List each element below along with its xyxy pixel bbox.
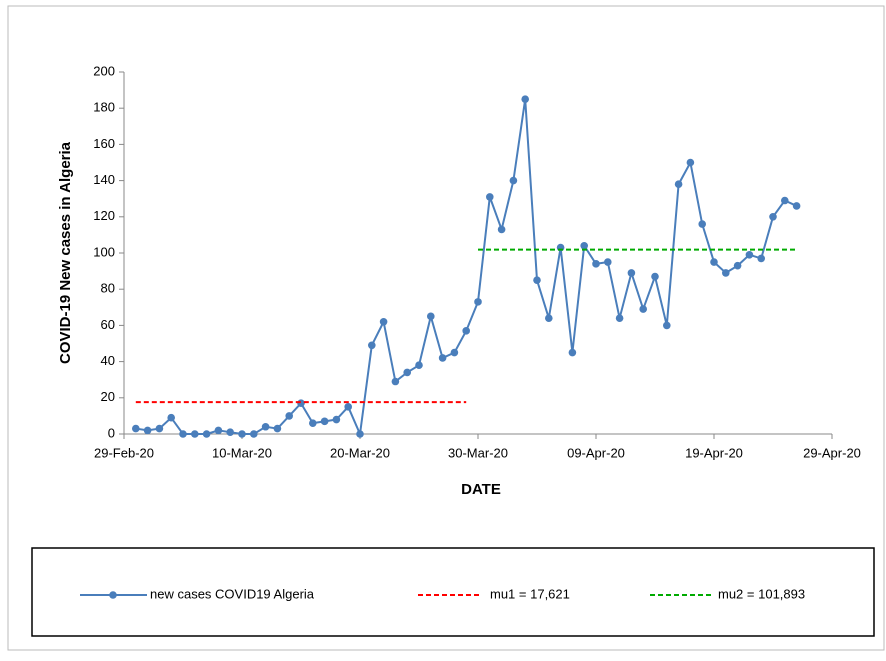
y-tick-label: 180: [93, 100, 115, 115]
x-tick-label: 29-Apr-20: [803, 445, 861, 460]
data-point: [533, 276, 541, 284]
data-point: [368, 341, 376, 350]
data-point: [462, 327, 471, 335]
data-point: [545, 314, 553, 322]
data-point: [379, 317, 388, 326]
x-tick-label: 30-Mar-20: [448, 445, 508, 460]
x-tick-label: 29-Feb-20: [94, 445, 154, 460]
data-point: [250, 430, 258, 438]
y-tick-label: 160: [93, 136, 115, 151]
y-tick-label: 200: [93, 63, 115, 78]
data-point: [710, 258, 718, 266]
data-point: [391, 377, 400, 386]
data-point: [627, 269, 636, 277]
data-point: [132, 424, 140, 433]
x-tick-label: 09-Apr-20: [567, 445, 625, 460]
data-point: [733, 261, 742, 270]
y-tick-label: 40: [101, 353, 115, 368]
data-point: [792, 202, 801, 210]
data-point: [639, 305, 647, 313]
y-tick-label: 80: [101, 281, 115, 296]
data-point: [674, 180, 683, 189]
data-point: [474, 298, 482, 306]
data-point: [450, 348, 459, 357]
data-point: [509, 176, 518, 185]
data-point: [663, 321, 671, 330]
y-axis-title: COVID-19 New cases in Algeria: [57, 141, 74, 364]
data-point: [167, 413, 175, 422]
y-tick-label: 0: [108, 425, 115, 440]
data-point: [143, 426, 152, 435]
x-tick-label: 19-Apr-20: [685, 445, 743, 460]
data-point: [179, 430, 187, 438]
data-point: [745, 251, 754, 259]
data-point: [438, 354, 447, 362]
data-point: [651, 272, 659, 281]
data-point: [427, 312, 435, 321]
legend-marker: [109, 591, 117, 599]
data-point: [344, 403, 353, 411]
legend-label: mu1 = 17,621: [490, 586, 570, 601]
data-point: [568, 348, 577, 357]
data-point: [273, 424, 282, 433]
data-point: [604, 258, 612, 266]
data-point: [486, 193, 494, 201]
data-point: [356, 430, 364, 438]
data-point: [769, 213, 777, 221]
data-point: [202, 430, 211, 438]
data-point: [309, 419, 317, 427]
data-point: [592, 260, 600, 268]
data-point: [521, 95, 529, 103]
y-tick-label: 140: [93, 172, 115, 187]
data-point: [757, 254, 765, 263]
y-tick-label: 120: [93, 208, 115, 223]
data-point: [615, 314, 624, 322]
legend-box: [31, 547, 875, 637]
legend-label: mu2 = 101,893: [718, 586, 805, 601]
data-point: [285, 412, 294, 420]
data-point: [214, 426, 223, 435]
y-tick-label: 60: [101, 317, 115, 332]
chart-frame: [7, 5, 885, 651]
y-tick-label: 100: [93, 244, 115, 259]
data-point: [238, 430, 246, 438]
data-point: [781, 196, 789, 205]
y-tick-label: 20: [101, 389, 115, 404]
legend-label: new cases COVID19 Algeria: [150, 586, 315, 601]
data-point: [403, 368, 412, 377]
data-point: [497, 225, 506, 234]
x-tick-label: 20-Mar-20: [330, 445, 390, 460]
data-point: [320, 417, 329, 426]
data-point: [698, 220, 706, 228]
data-point: [191, 430, 199, 438]
data-point: [261, 422, 270, 431]
data-point: [297, 399, 305, 408]
data-point: [580, 241, 588, 250]
data-point: [155, 424, 164, 433]
data-point: [722, 269, 730, 277]
x-tick-label: 10-Mar-20: [212, 445, 272, 460]
x-axis-title: DATE: [461, 481, 501, 498]
data-point: [415, 361, 423, 370]
data-point: [686, 158, 695, 167]
data-point: [226, 428, 234, 436]
data-point: [332, 415, 341, 424]
